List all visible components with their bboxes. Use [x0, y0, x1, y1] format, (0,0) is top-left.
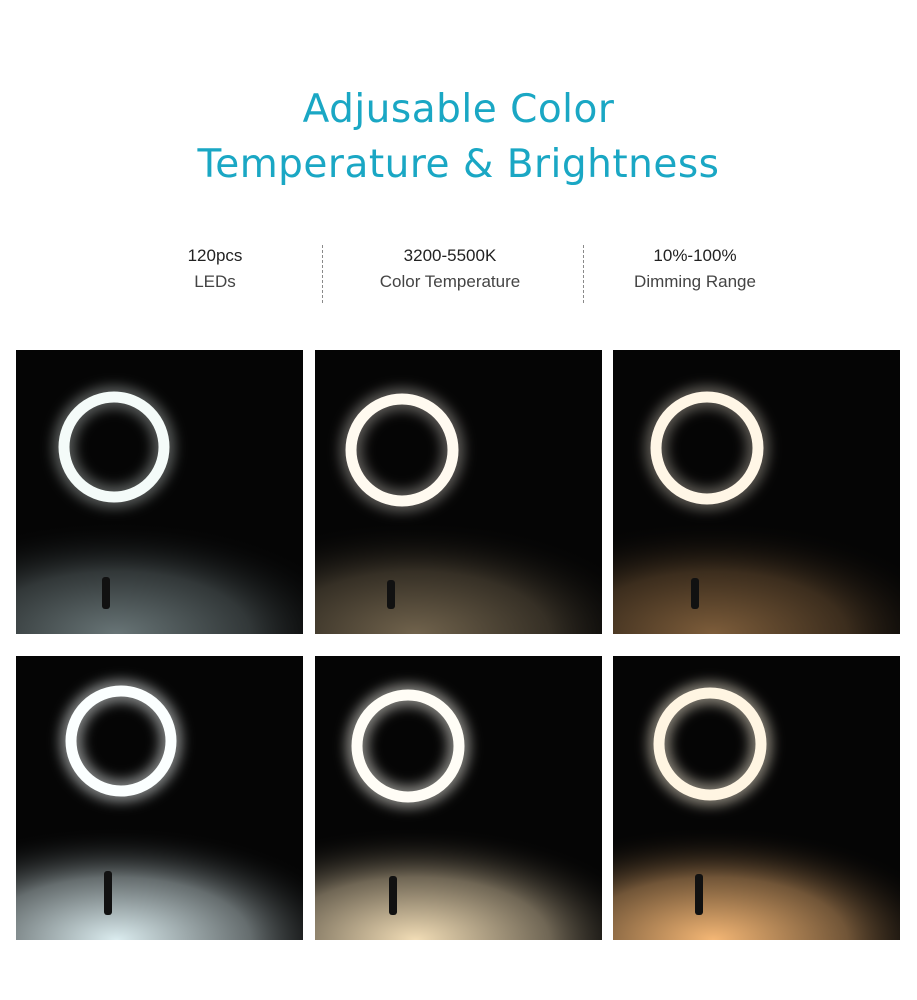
ring-light-photo-neutral-dim — [315, 350, 602, 634]
floor-glow — [613, 806, 900, 940]
tripod-stand — [104, 871, 112, 915]
ring-light-photo-neutral-bright — [315, 656, 602, 940]
photo-canvas — [613, 350, 900, 634]
tripod-stand — [387, 580, 395, 609]
spec-label: Color Temperature — [379, 272, 521, 291]
ring-light — [345, 393, 459, 507]
floor-glow — [315, 500, 602, 634]
spec-label: LEDs — [194, 272, 236, 291]
photo-canvas — [16, 350, 303, 634]
ring-light-photo-cool-dim — [16, 350, 303, 634]
spec-label: Dimming Range — [634, 272, 756, 291]
ring-light-photo-warm-bright — [613, 656, 900, 940]
floor-glow — [613, 500, 900, 634]
spec-value: 120pcs — [187, 246, 243, 265]
photo-canvas — [315, 350, 602, 634]
ring-light — [653, 687, 767, 801]
spec-divider — [322, 245, 323, 303]
spec-row: 120pcs LEDs 3200-5500K Color Temperature… — [90, 243, 830, 305]
ring-light-photo-warm-dim — [613, 350, 900, 634]
ring-light — [351, 689, 465, 803]
spec-value: 3200-5500K — [403, 246, 497, 265]
floor-glow — [315, 806, 602, 940]
spec-color-temperature: 3200-5500K Color Temperature — [325, 243, 575, 295]
spec-dimming-range: 10%-100% Dimming Range — [570, 243, 820, 295]
tripod-stand — [102, 577, 110, 609]
headline: Adjusable Color Temperature & Brightness — [0, 82, 917, 192]
ring-light-photo-cool-bright — [16, 656, 303, 940]
floor-glow — [16, 806, 303, 940]
photo-canvas — [315, 656, 602, 940]
tripod-stand — [695, 874, 703, 915]
floor-glow — [16, 500, 303, 634]
spec-value: 10%-100% — [653, 246, 737, 265]
tripod-stand — [389, 876, 397, 915]
ring-light — [650, 391, 764, 505]
tripod-stand — [691, 578, 699, 609]
spec-leds: 120pcs LEDs — [90, 243, 340, 295]
spec-divider — [583, 245, 584, 303]
ring-light — [58, 391, 170, 503]
ring-light — [65, 685, 177, 797]
headline-line-1: Adjusable Color — [302, 87, 615, 132]
photo-canvas — [16, 656, 303, 940]
headline-line-2: Temperature & Brightness — [197, 142, 720, 187]
photo-canvas — [613, 656, 900, 940]
